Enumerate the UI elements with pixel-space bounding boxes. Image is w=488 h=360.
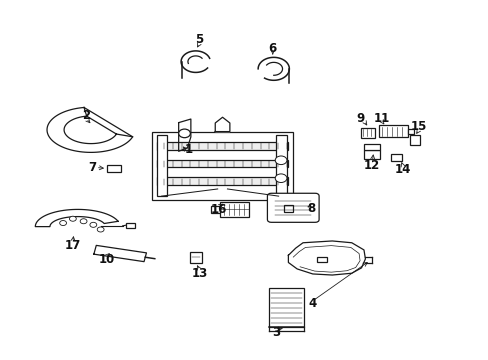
- Text: 13: 13: [191, 267, 207, 280]
- Polygon shape: [35, 210, 118, 226]
- Text: 9: 9: [356, 112, 364, 125]
- Text: 4: 4: [308, 297, 316, 310]
- Bar: [220, 202, 249, 217]
- Text: 3: 3: [272, 326, 280, 339]
- Text: 15: 15: [410, 121, 427, 134]
- Text: 5: 5: [195, 33, 203, 46]
- Bar: [363, 150, 379, 159]
- Bar: [189, 252, 202, 263]
- Bar: [152, 132, 293, 200]
- Text: 14: 14: [394, 163, 410, 176]
- Bar: [409, 135, 419, 145]
- Circle shape: [275, 156, 286, 165]
- Text: 2: 2: [82, 109, 90, 122]
- Bar: [211, 206, 220, 213]
- Bar: [157, 135, 167, 196]
- FancyBboxPatch shape: [267, 193, 319, 222]
- Bar: [283, 205, 293, 212]
- Polygon shape: [215, 117, 229, 132]
- Text: 12: 12: [364, 159, 380, 172]
- Text: 17: 17: [64, 239, 81, 252]
- Circle shape: [80, 219, 87, 224]
- Circle shape: [90, 222, 97, 227]
- Polygon shape: [47, 108, 132, 152]
- Circle shape: [60, 221, 66, 226]
- Bar: [157, 141, 288, 149]
- Text: 8: 8: [306, 202, 315, 215]
- Bar: [360, 128, 374, 138]
- Circle shape: [178, 129, 190, 138]
- Circle shape: [275, 174, 286, 183]
- Bar: [378, 126, 407, 137]
- Bar: [316, 257, 327, 262]
- Polygon shape: [94, 246, 146, 262]
- Bar: [390, 154, 401, 161]
- Text: 16: 16: [210, 203, 227, 216]
- Bar: [363, 144, 379, 150]
- Bar: [107, 165, 121, 172]
- Bar: [268, 288, 304, 327]
- Polygon shape: [288, 241, 365, 275]
- Bar: [276, 135, 286, 196]
- Circle shape: [69, 216, 76, 221]
- Text: 1: 1: [184, 143, 192, 156]
- Polygon shape: [178, 119, 190, 151]
- Bar: [126, 223, 135, 228]
- Text: 11: 11: [373, 112, 389, 125]
- Text: 10: 10: [99, 253, 115, 266]
- Text: 6: 6: [268, 41, 276, 54]
- Circle shape: [97, 227, 104, 232]
- Bar: [157, 177, 288, 185]
- Bar: [407, 129, 413, 134]
- Bar: [157, 159, 288, 167]
- Text: 7: 7: [88, 161, 96, 174]
